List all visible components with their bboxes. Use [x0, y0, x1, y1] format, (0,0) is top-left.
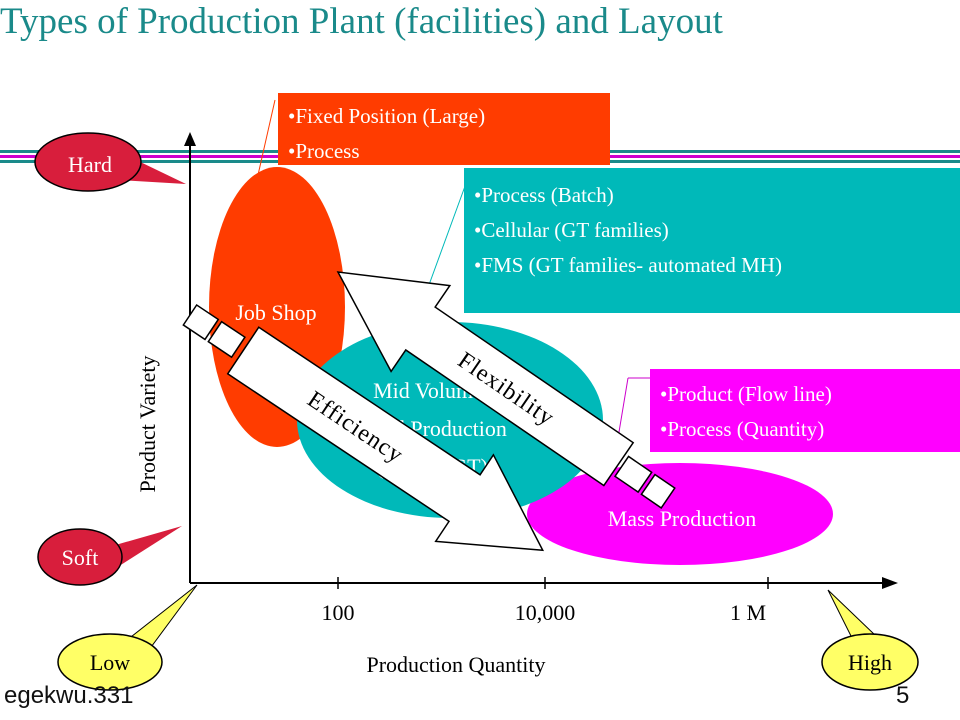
page-number: 5	[896, 682, 910, 709]
callout-soft: Soft	[37, 526, 182, 586]
process-batch-box: Process (Batch) Cellular (GT families) F…	[464, 168, 960, 313]
callout-soft-text: Soft	[62, 545, 99, 570]
callout-hard: Hard	[34, 132, 186, 192]
tick-label-10000: 10,000	[515, 600, 576, 625]
product-flow-box: Product (Flow line) Process (Quantity)	[650, 369, 960, 452]
tick-label-1m: 1 M	[730, 600, 766, 625]
box-product-item: Product (Flow line)	[660, 377, 960, 412]
tick-label-100: 100	[322, 600, 355, 625]
y-axis-label: Product Variety	[135, 355, 160, 492]
slide-title: Types of Production Plant (facilities) a…	[0, 1, 723, 42]
callout-high: High	[821, 589, 919, 691]
box-process-item: Process (Batch)	[474, 178, 960, 213]
callout-low-text: Low	[90, 650, 130, 675]
x-axis-label: Production Quantity	[366, 652, 545, 677]
footer-course-code: egekwu.331	[4, 682, 134, 709]
axes	[184, 132, 898, 589]
box-product-item: Process (Quantity)	[660, 412, 960, 447]
callout-low: Low	[57, 584, 198, 691]
leader-line-fixed	[257, 99, 276, 176]
job-shop-label: Job Shop	[235, 300, 316, 325]
callout-hard-text: Hard	[68, 152, 112, 177]
box-fixed-item: Process	[288, 134, 610, 165]
box-fixed-item: Fixed Position (Large)	[288, 99, 610, 134]
box-process-item: FMS (GT families- automated MH)	[474, 248, 960, 283]
mass-production-label: Mass Production	[608, 506, 757, 531]
mass-production-region	[527, 463, 833, 565]
fixed-position-box: Fixed Position (Large) Process	[278, 93, 610, 165]
callout-high-text: High	[848, 650, 892, 675]
box-process-item: Cellular (GT families)	[474, 213, 960, 248]
